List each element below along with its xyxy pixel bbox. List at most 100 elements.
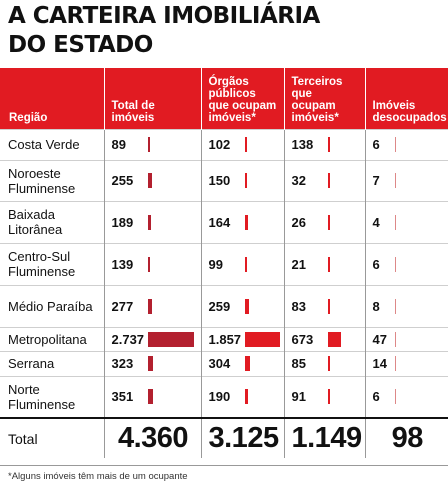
region-label: Norte Fluminense bbox=[0, 375, 104, 418]
value-label: 150 bbox=[208, 173, 231, 188]
table-row: Norte Fluminense 351 190 91 6 bbox=[0, 375, 448, 418]
value-bar bbox=[327, 173, 330, 188]
value-cell: 83 bbox=[283, 284, 365, 327]
value-bar bbox=[244, 389, 249, 405]
value-label: 138 bbox=[291, 137, 314, 152]
value-cell: 150 bbox=[200, 159, 284, 201]
total-cell: 3.125 bbox=[200, 417, 284, 458]
value-cell: 102 bbox=[200, 128, 284, 160]
value-label: 26 bbox=[291, 214, 306, 230]
value-label: 164 bbox=[208, 214, 231, 230]
value-label: 6 bbox=[372, 256, 380, 272]
value-cell: 673 bbox=[283, 326, 365, 351]
value-cell: 164 bbox=[200, 200, 284, 243]
value-cell: 1.857 bbox=[200, 326, 284, 351]
value-label: 2.737 bbox=[111, 331, 145, 347]
value-bar bbox=[147, 256, 150, 272]
value-cell: 255 bbox=[103, 159, 201, 201]
value-bar bbox=[147, 137, 150, 152]
value-bar bbox=[394, 389, 396, 405]
value-cell: 189 bbox=[103, 200, 201, 243]
value-cell: 14 bbox=[364, 350, 448, 376]
value-bar bbox=[327, 137, 331, 152]
value-label: 255 bbox=[111, 173, 134, 188]
value-bar bbox=[394, 137, 396, 152]
value-label: 85 bbox=[291, 356, 306, 371]
value-bar bbox=[327, 214, 330, 230]
region-label: Costa Verde bbox=[0, 128, 104, 160]
total-value: 4.360 bbox=[117, 422, 189, 454]
table-row: Centro-Sul Fluminense 139 99 21 6 bbox=[0, 242, 448, 285]
value-cell: 304 bbox=[200, 350, 284, 376]
total-row: Total 4.360 3.125 1.149 98 bbox=[0, 417, 448, 458]
total-label: Total bbox=[0, 417, 104, 458]
value-label: 6 bbox=[372, 137, 380, 152]
value-bar bbox=[327, 256, 330, 272]
value-label: 7 bbox=[372, 173, 380, 188]
region-label: Centro-Sul Fluminense bbox=[0, 242, 104, 285]
value-label: 351 bbox=[111, 389, 134, 405]
value-cell: 47 bbox=[364, 326, 448, 351]
total-cell: 1.149 bbox=[283, 417, 365, 458]
region-label: Metropolitana bbox=[0, 326, 104, 351]
value-label: 190 bbox=[208, 389, 231, 405]
value-bar bbox=[147, 214, 151, 230]
total-value: 98 bbox=[391, 422, 424, 454]
value-cell: 8 bbox=[364, 284, 448, 327]
value-label: 139 bbox=[111, 256, 134, 272]
value-bar bbox=[147, 298, 153, 314]
value-bar bbox=[394, 214, 396, 230]
value-label: 32 bbox=[291, 173, 306, 188]
value-bar bbox=[327, 389, 330, 405]
value-bar bbox=[244, 331, 280, 347]
total-value: 1.149 bbox=[291, 422, 363, 454]
table-body: Costa Verde 89 102 138 6 Noroeste Fluminense 2… bbox=[0, 128, 448, 418]
footnote: *Alguns imóveis têm mais de um ocupante bbox=[8, 471, 188, 482]
value-bar bbox=[147, 173, 152, 188]
value-bar bbox=[394, 298, 396, 314]
value-bar bbox=[327, 298, 330, 314]
value-label: 6 bbox=[372, 389, 380, 405]
value-label: 1.857 bbox=[208, 331, 242, 347]
value-cell: 138 bbox=[283, 128, 365, 160]
value-label: 102 bbox=[208, 137, 231, 152]
region-label: Médio Paraíba bbox=[0, 284, 104, 327]
value-bar bbox=[244, 214, 248, 230]
value-bar bbox=[147, 331, 194, 347]
value-cell: 323 bbox=[103, 350, 201, 376]
table-row: Metropolitana 2.737 1.857 673 47 bbox=[0, 326, 448, 351]
value-bar bbox=[394, 356, 396, 371]
table-row: Médio Paraíba 277 259 83 8 bbox=[0, 284, 448, 327]
value-bar bbox=[327, 331, 341, 347]
value-cell: 99 bbox=[200, 242, 284, 285]
title-line-2: DO ESTADO bbox=[8, 32, 153, 58]
value-bar bbox=[244, 256, 247, 272]
value-label: 47 bbox=[372, 331, 387, 347]
value-label: 14 bbox=[372, 356, 387, 371]
table-row: Noroeste Fluminense 255 150 32 7 bbox=[0, 159, 448, 201]
value-cell: 190 bbox=[200, 375, 284, 418]
data-table: Região Total de imóveis Órgãos públicos … bbox=[0, 68, 448, 458]
value-cell: 6 bbox=[364, 242, 448, 285]
value-bar bbox=[244, 173, 248, 188]
chart-title: A CARTEIRA IMOBILIÁRIA DO ESTADO bbox=[8, 2, 444, 60]
value-label: 323 bbox=[111, 356, 134, 371]
value-cell: 85 bbox=[283, 350, 365, 376]
value-bar bbox=[244, 137, 247, 152]
value-label: 189 bbox=[111, 214, 134, 230]
value-cell: 7 bbox=[364, 159, 448, 201]
value-cell: 139 bbox=[103, 242, 201, 285]
value-cell: 89 bbox=[103, 128, 201, 160]
value-bar bbox=[394, 173, 396, 188]
value-bar bbox=[147, 356, 153, 371]
column-header-region: Região bbox=[0, 68, 104, 129]
column-header-total: Total de imóveis bbox=[103, 68, 201, 129]
column-header-orgaos: Órgãos públicos que ocupam imóveis* bbox=[200, 68, 284, 129]
value-bar bbox=[147, 389, 154, 405]
value-label: 8 bbox=[372, 298, 380, 314]
value-label: 259 bbox=[208, 298, 231, 314]
table-row: Serrana 323 304 85 14 bbox=[0, 350, 448, 376]
value-bar bbox=[394, 256, 396, 272]
value-label: 91 bbox=[291, 389, 306, 405]
region-label: Baixada Litorânea bbox=[0, 200, 104, 243]
